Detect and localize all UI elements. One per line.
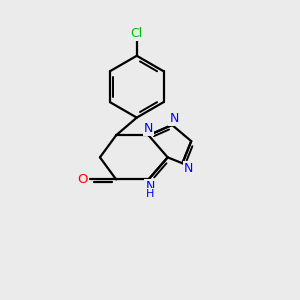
Text: N: N <box>145 180 155 193</box>
Text: H: H <box>146 189 154 199</box>
Text: Cl: Cl <box>130 27 143 40</box>
Text: N: N <box>184 162 194 175</box>
Text: O: O <box>77 173 88 186</box>
Text: N: N <box>169 112 179 125</box>
Text: N: N <box>144 122 153 135</box>
